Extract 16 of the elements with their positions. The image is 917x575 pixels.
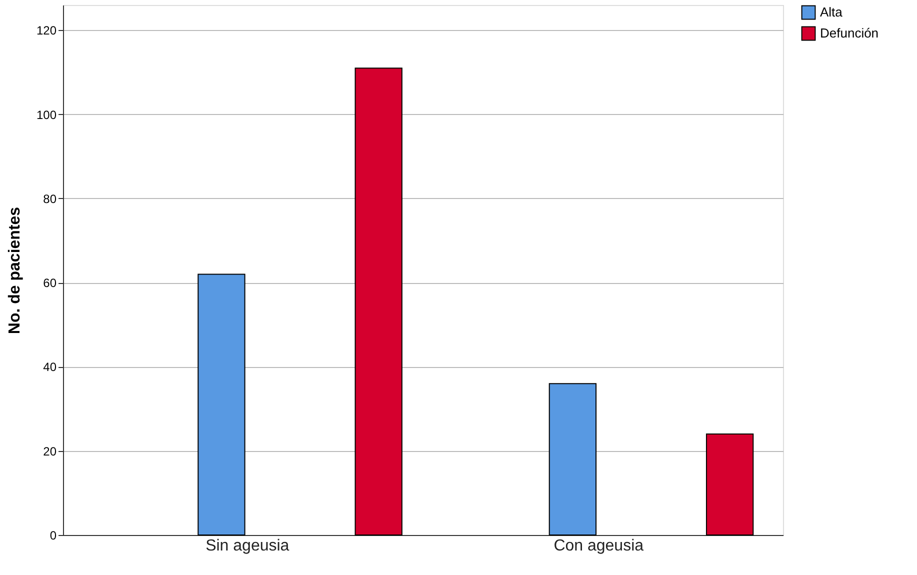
x-tick-label: Con ageusia: [554, 538, 644, 554]
y-tick-label: 80: [43, 192, 57, 206]
y-tick-label: 20: [43, 444, 57, 458]
y-tick-label: 100: [36, 108, 57, 122]
bar: [198, 274, 246, 536]
legend-label: Alta: [820, 4, 844, 20]
bar: [354, 68, 402, 536]
y-tick-label: 120: [36, 24, 57, 38]
bar: [706, 434, 754, 536]
legend-label: Defunción: [820, 26, 879, 40]
y-tick-label: 40: [43, 360, 57, 374]
bar: [548, 383, 597, 536]
y-axis-title: No. de pacientes: [6, 206, 24, 334]
y-tick-label: 0: [50, 528, 57, 542]
y-tick-label: 60: [43, 276, 57, 290]
x-tick-label: Sin ageusia: [206, 538, 290, 554]
